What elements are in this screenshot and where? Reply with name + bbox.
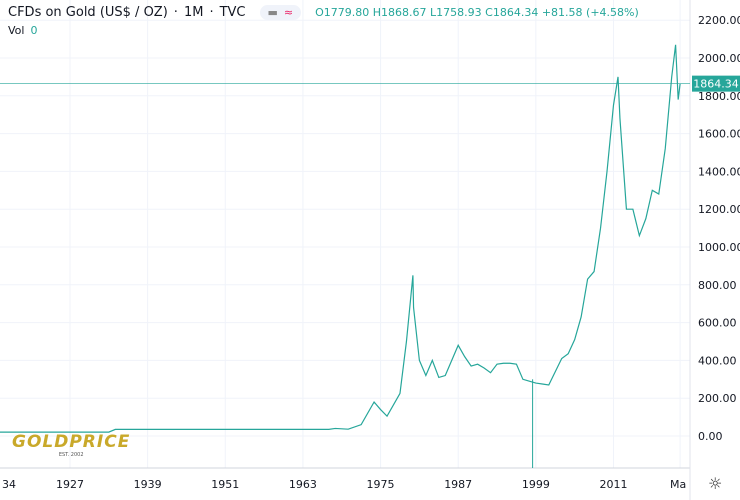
x-tick-label: 2011 <box>599 478 627 491</box>
y-tick-label: 2200.00 <box>698 14 740 27</box>
x-tick-label: 1939 <box>134 478 162 491</box>
symbol-title[interactable]: CFDs on Gold (US$ / OZ) <box>8 5 168 20</box>
vol-value: 0 <box>30 24 38 37</box>
last-price-label: 1864.34 <box>693 78 739 91</box>
settings-gear-icon[interactable]: ☼ <box>708 474 723 493</box>
x-tick-label: 1927 <box>56 478 84 491</box>
grid <box>0 0 690 468</box>
indicator-toggle[interactable]: ▬ ≈ <box>259 5 302 20</box>
approx-icon: ≈ <box>283 6 294 19</box>
logo-text: GOLDPRICE <box>12 432 131 452</box>
chart-header: CFDs on Gold (US$ / OZ) · 1M · TVC ▬ ≈ O177… <box>8 5 639 20</box>
x-tick-label: 1963 <box>289 478 317 491</box>
y-tick-label: 200.00 <box>698 392 737 405</box>
y-tick-label: 1600.00 <box>698 128 740 141</box>
y-tick-label: 2000.00 <box>698 52 740 65</box>
ohlc-readout: O1779.80 H1868.67 L1758.93 C1864.34 +81.… <box>315 6 639 19</box>
x-tick-label: 1999 <box>522 478 550 491</box>
x-tick-label: 1975 <box>367 478 395 491</box>
y-tick-label: 0.00 <box>698 430 723 443</box>
source: TVC <box>219 5 246 20</box>
y-tick-label: 1800.00 <box>698 90 740 103</box>
close-value: C1864.34 <box>485 6 539 19</box>
last-price-badge <box>692 75 740 92</box>
goldprice-logo: GOLDPRICE EST. 2002 <box>12 432 130 458</box>
y-tick-label: 1400.00 <box>698 165 740 178</box>
vol-label: Vol <box>8 24 25 37</box>
y-tick-label: 1200.00 <box>698 203 740 216</box>
x-tick-label: 1951 <box>211 478 239 491</box>
x-tick-label: Ma <box>670 478 686 491</box>
logo-sub: EST. 2002 <box>58 452 84 458</box>
y-tick-label: 600.00 <box>698 317 737 330</box>
x-tick-label: 34 <box>2 478 16 491</box>
y-tick-label: 1000.00 <box>698 241 740 254</box>
high-value: H1868.67 <box>372 6 427 19</box>
y-tick-label: 400.00 <box>698 354 737 367</box>
low-value: L1758.93 <box>430 6 482 19</box>
volume-readout: Vol 0 <box>8 24 37 37</box>
change-value: +81.58 (+4.58%) <box>541 6 639 19</box>
x-tick-label: 1987 <box>444 478 472 491</box>
minus-icon: ▬ <box>267 6 278 19</box>
interval[interactable]: 1M <box>183 5 204 20</box>
y-tick-label: 800.00 <box>698 279 737 292</box>
open-value: O1779.80 <box>315 6 370 19</box>
price-line <box>0 44 681 433</box>
